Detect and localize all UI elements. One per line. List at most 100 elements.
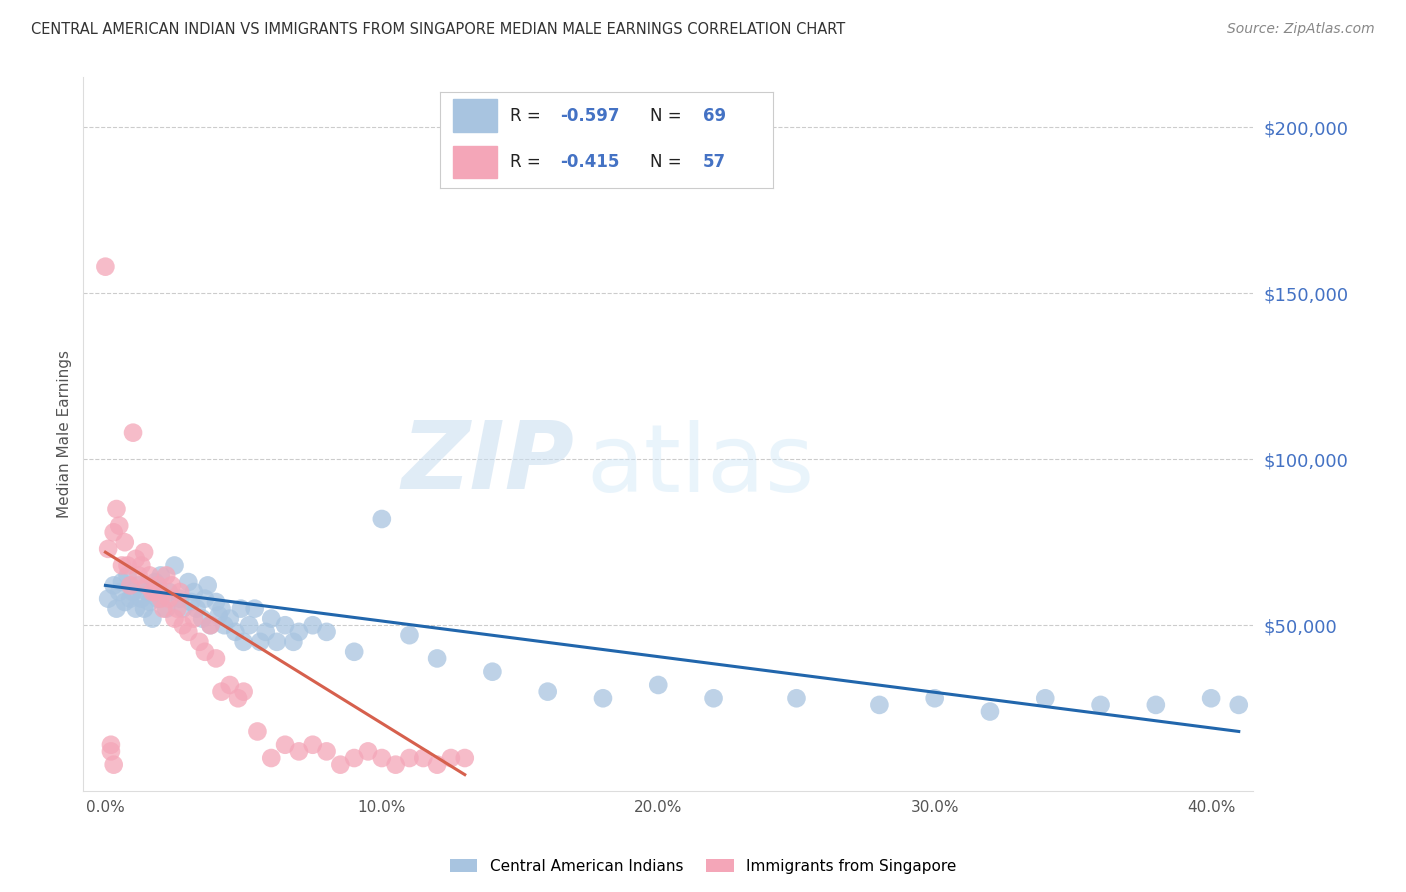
- Point: [108, 518, 131, 533]
- Point: [266, 635, 288, 649]
- Point: [274, 618, 297, 632]
- Point: [426, 757, 449, 772]
- Point: [172, 618, 194, 632]
- Point: [232, 635, 254, 649]
- Point: [283, 635, 305, 649]
- Point: [197, 578, 219, 592]
- Point: [1144, 698, 1167, 712]
- Point: [152, 601, 174, 615]
- Point: [166, 601, 188, 615]
- Point: [1227, 698, 1250, 712]
- Point: [205, 651, 228, 665]
- Point: [120, 578, 142, 592]
- Point: [200, 618, 222, 632]
- Point: [208, 608, 231, 623]
- Point: [1199, 691, 1222, 706]
- Point: [357, 744, 380, 758]
- Legend: Central American Indians, Immigrants from Singapore: Central American Indians, Immigrants fro…: [444, 853, 962, 880]
- Point: [288, 624, 311, 639]
- Point: [131, 591, 153, 606]
- Point: [128, 568, 150, 582]
- Point: [183, 585, 205, 599]
- Text: ZIP: ZIP: [402, 417, 575, 508]
- Point: [315, 744, 337, 758]
- Point: [131, 558, 153, 573]
- Point: [138, 595, 160, 609]
- Point: [132, 545, 155, 559]
- Point: [157, 591, 180, 606]
- Point: [188, 635, 211, 649]
- Point: [1090, 698, 1112, 712]
- Point: [371, 751, 394, 765]
- Point: [398, 751, 420, 765]
- Point: [343, 751, 366, 765]
- Point: [138, 568, 160, 582]
- Point: [246, 724, 269, 739]
- Point: [426, 651, 449, 665]
- Point: [135, 585, 157, 599]
- Point: [183, 611, 205, 625]
- Text: CENTRAL AMERICAN INDIAN VS IMMIGRANTS FROM SINGAPORE MEDIAN MALE EARNINGS CORREL: CENTRAL AMERICAN INDIAN VS IMMIGRANTS FR…: [31, 22, 845, 37]
- Point: [218, 678, 240, 692]
- Point: [211, 601, 233, 615]
- Point: [100, 738, 122, 752]
- Text: Source: ZipAtlas.com: Source: ZipAtlas.com: [1227, 22, 1375, 37]
- Point: [288, 744, 311, 758]
- Point: [979, 705, 1001, 719]
- Point: [260, 751, 283, 765]
- Point: [226, 691, 249, 706]
- Point: [194, 645, 217, 659]
- Point: [194, 591, 217, 606]
- Point: [141, 585, 163, 599]
- Point: [103, 525, 125, 540]
- Point: [214, 618, 236, 632]
- Point: [260, 611, 283, 625]
- Point: [177, 624, 200, 639]
- Point: [135, 578, 157, 592]
- Point: [249, 635, 271, 649]
- Point: [122, 585, 145, 599]
- Point: [274, 738, 297, 752]
- Point: [180, 595, 202, 609]
- Point: [105, 502, 128, 516]
- Point: [143, 585, 166, 599]
- Point: [163, 558, 186, 573]
- Point: [238, 618, 260, 632]
- Point: [114, 595, 136, 609]
- Point: [97, 541, 120, 556]
- Point: [125, 551, 148, 566]
- Point: [232, 684, 254, 698]
- Point: [169, 585, 191, 599]
- Text: atlas: atlas: [586, 420, 814, 512]
- Point: [108, 585, 131, 599]
- Point: [97, 591, 120, 606]
- Point: [343, 645, 366, 659]
- Point: [254, 624, 277, 639]
- Point: [172, 601, 194, 615]
- Point: [103, 578, 125, 592]
- Point: [371, 512, 394, 526]
- Point: [785, 691, 807, 706]
- Point: [647, 678, 669, 692]
- Point: [243, 601, 266, 615]
- Point: [301, 618, 323, 632]
- Point: [149, 568, 172, 582]
- Point: [149, 591, 172, 606]
- Point: [114, 535, 136, 549]
- Point: [924, 691, 946, 706]
- Point: [177, 575, 200, 590]
- Point: [218, 611, 240, 625]
- Point: [105, 601, 128, 615]
- Point: [122, 425, 145, 440]
- Point: [160, 578, 183, 592]
- Point: [191, 611, 214, 625]
- Point: [703, 691, 725, 706]
- Point: [169, 591, 191, 606]
- Point: [111, 558, 134, 573]
- Point: [103, 757, 125, 772]
- Point: [128, 578, 150, 592]
- Point: [1033, 691, 1056, 706]
- Point: [163, 611, 186, 625]
- Point: [454, 751, 477, 765]
- Point: [155, 601, 177, 615]
